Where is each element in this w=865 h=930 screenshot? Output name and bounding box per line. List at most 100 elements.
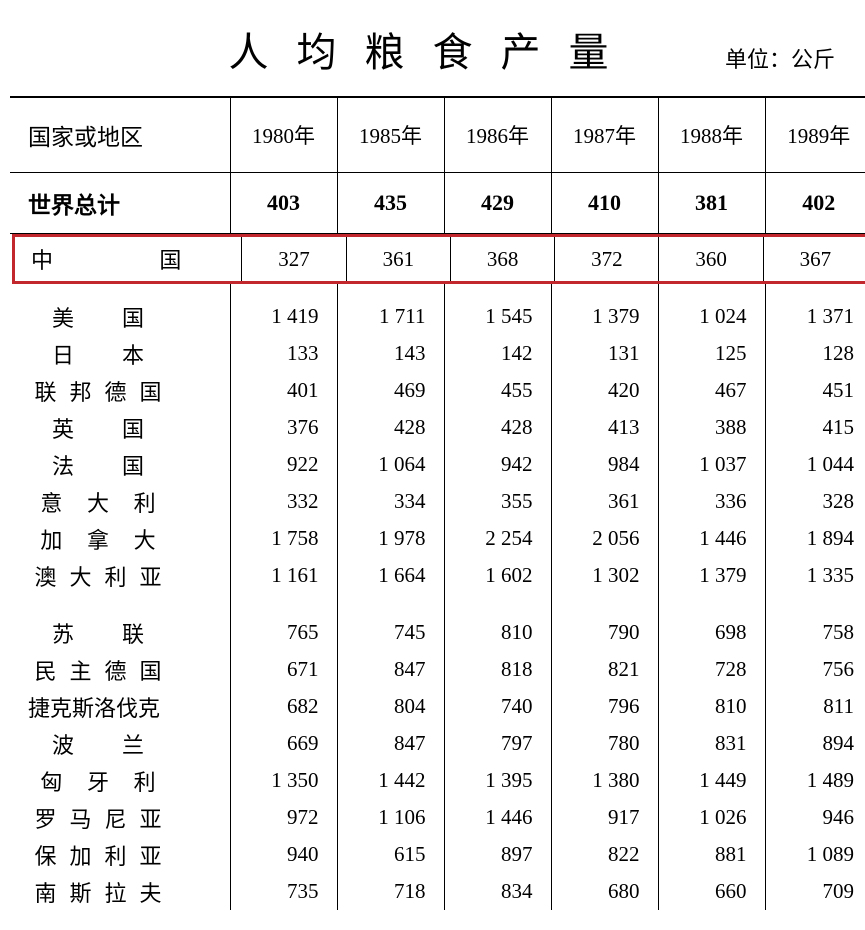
value-cell: 381 xyxy=(658,173,765,234)
value-cell: 1 380 xyxy=(551,762,658,799)
region-cell: 中国 xyxy=(15,243,241,275)
region-cell: 保加利亚 xyxy=(10,836,230,873)
value-cell: 740 xyxy=(444,688,551,725)
value-cell: 942 xyxy=(444,446,551,483)
value-cell: 810 xyxy=(658,688,765,725)
value-cell: 811 xyxy=(765,688,865,725)
value-cell: 1 089 xyxy=(765,836,865,873)
value-cell: 1 161 xyxy=(230,557,337,594)
region-cell: 苏联 xyxy=(10,614,230,651)
region-cell: 南斯拉夫 xyxy=(10,873,230,910)
value-cell: 698 xyxy=(658,614,765,651)
value-cell: 804 xyxy=(337,688,444,725)
value-cell: 831 xyxy=(658,725,765,762)
value-cell: 429 xyxy=(444,173,551,234)
region-cell: 捷克斯洛伐克 xyxy=(10,688,230,725)
table-row: 南斯拉夫735718834680660709 xyxy=(10,873,865,910)
value-cell: 142 xyxy=(444,335,551,372)
value-cell: 897 xyxy=(444,836,551,873)
year-header: 1989年 xyxy=(765,97,865,173)
table-row: 加拿大1 7581 9782 2542 0561 4461 894 xyxy=(10,520,865,557)
table-row: 法国9221 0649429841 0371 044 xyxy=(10,446,865,483)
value-cell: 1 044 xyxy=(765,446,865,483)
year-header: 1987年 xyxy=(551,97,658,173)
region-header: 国家或地区 xyxy=(10,97,230,173)
year-header: 1986年 xyxy=(444,97,551,173)
value-cell: 1 894 xyxy=(765,520,865,557)
value-cell: 1 602 xyxy=(444,557,551,594)
value-cell: 1 419 xyxy=(230,298,337,335)
value-cell: 133 xyxy=(230,335,337,372)
value-cell: 735 xyxy=(230,873,337,910)
region-cell: 加拿大 xyxy=(10,520,230,557)
value-cell: 368 xyxy=(450,237,554,281)
value-cell: 361 xyxy=(551,483,658,520)
value-cell: 745 xyxy=(337,614,444,651)
world-total-row: 世界总计403435429410381402 xyxy=(10,173,865,234)
value-cell: 671 xyxy=(230,651,337,688)
table-row: 保加利亚9406158978228811 089 xyxy=(10,836,865,873)
value-cell: 360 xyxy=(658,237,762,281)
value-cell: 420 xyxy=(551,372,658,409)
value-cell: 1 711 xyxy=(337,298,444,335)
table-header-row: 国家或地区 1980年 1985年 1986年 1987年 1988年 1989… xyxy=(10,97,865,173)
table-row: 联邦德国401469455420467451 xyxy=(10,372,865,409)
value-cell: 1 371 xyxy=(765,298,865,335)
value-cell: 821 xyxy=(551,651,658,688)
value-cell: 428 xyxy=(444,409,551,446)
table-row: 意大利332334355361336328 xyxy=(10,483,865,520)
year-header: 1985年 xyxy=(337,97,444,173)
table-row: 罗马尼亚9721 1061 4469171 026946 xyxy=(10,799,865,836)
region-cell: 日本 xyxy=(10,335,230,372)
table-row: 苏联765745810790698758 xyxy=(10,614,865,651)
value-cell: 413 xyxy=(551,409,658,446)
value-cell: 1 758 xyxy=(230,520,337,557)
value-cell: 1 026 xyxy=(658,799,765,836)
value-cell: 1 978 xyxy=(337,520,444,557)
region-cell: 澳大利亚 xyxy=(10,557,230,594)
value-cell: 1 379 xyxy=(551,298,658,335)
region-cell: 匈牙利 xyxy=(10,762,230,799)
value-cell: 728 xyxy=(658,651,765,688)
value-cell: 834 xyxy=(444,873,551,910)
value-cell: 758 xyxy=(765,614,865,651)
value-cell: 1 446 xyxy=(444,799,551,836)
table-row: 捷克斯洛伐克682804740796810811 xyxy=(10,688,865,725)
value-cell: 469 xyxy=(337,372,444,409)
value-cell: 917 xyxy=(551,799,658,836)
value-cell: 680 xyxy=(551,873,658,910)
value-cell: 1 037 xyxy=(658,446,765,483)
page-title: 人均粮食产量 xyxy=(229,20,637,78)
highlight-box: 中国327361368372360367 xyxy=(12,234,865,284)
value-cell: 796 xyxy=(551,688,658,725)
value-cell: 403 xyxy=(230,173,337,234)
value-cell: 435 xyxy=(337,173,444,234)
value-cell: 336 xyxy=(658,483,765,520)
value-cell: 1 379 xyxy=(658,557,765,594)
value-cell: 946 xyxy=(765,799,865,836)
value-cell: 682 xyxy=(230,688,337,725)
table-row: 匈牙利1 3501 4421 3951 3801 4491 489 xyxy=(10,762,865,799)
region-cell: 民主德国 xyxy=(10,651,230,688)
value-cell: 334 xyxy=(337,483,444,520)
value-cell: 1 395 xyxy=(444,762,551,799)
value-cell: 131 xyxy=(551,335,658,372)
value-cell: 1 442 xyxy=(337,762,444,799)
value-cell: 1 335 xyxy=(765,557,865,594)
table-row: 美国1 4191 7111 5451 3791 0241 371 xyxy=(10,298,865,335)
region-cell: 法国 xyxy=(10,446,230,483)
value-cell: 922 xyxy=(230,446,337,483)
region-cell: 联邦德国 xyxy=(10,372,230,409)
value-cell: 718 xyxy=(337,873,444,910)
region-cell: 英国 xyxy=(10,409,230,446)
world-total-label: 世界总计 xyxy=(10,173,230,234)
year-header: 1980年 xyxy=(230,97,337,173)
value-cell: 372 xyxy=(554,237,658,281)
value-cell: 327 xyxy=(241,237,345,281)
region-cell: 意大利 xyxy=(10,483,230,520)
value-cell: 765 xyxy=(230,614,337,651)
region-cell: 罗马尼亚 xyxy=(10,799,230,836)
value-cell: 797 xyxy=(444,725,551,762)
value-cell: 2 254 xyxy=(444,520,551,557)
table-row: 日本133143142131125128 xyxy=(10,335,865,372)
